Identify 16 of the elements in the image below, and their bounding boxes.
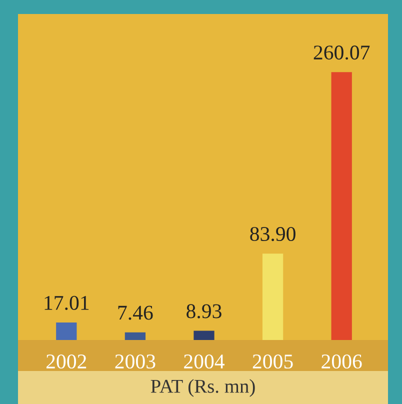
bar <box>56 322 77 340</box>
x-tick-label: 2002 <box>46 354 86 369</box>
x-tick-label: 2006 <box>322 354 362 369</box>
bar <box>124 332 146 340</box>
data-label: 17.01 <box>44 296 89 310</box>
data-label: 83.90 <box>250 226 296 242</box>
bar <box>194 330 214 340</box>
data-label: 7.46 <box>118 306 153 320</box>
x-tick-label: 2005 <box>252 354 293 369</box>
x-tick-label: 2003 <box>115 354 156 369</box>
bar <box>331 72 352 340</box>
x-tick-label: 2004 <box>184 354 225 369</box>
data-label: 8.93 <box>186 304 222 318</box>
data-label: 260.07 <box>314 46 370 60</box>
bar <box>262 254 284 340</box>
x-axis-title: PAT (Rs. mn) <box>150 379 255 397</box>
